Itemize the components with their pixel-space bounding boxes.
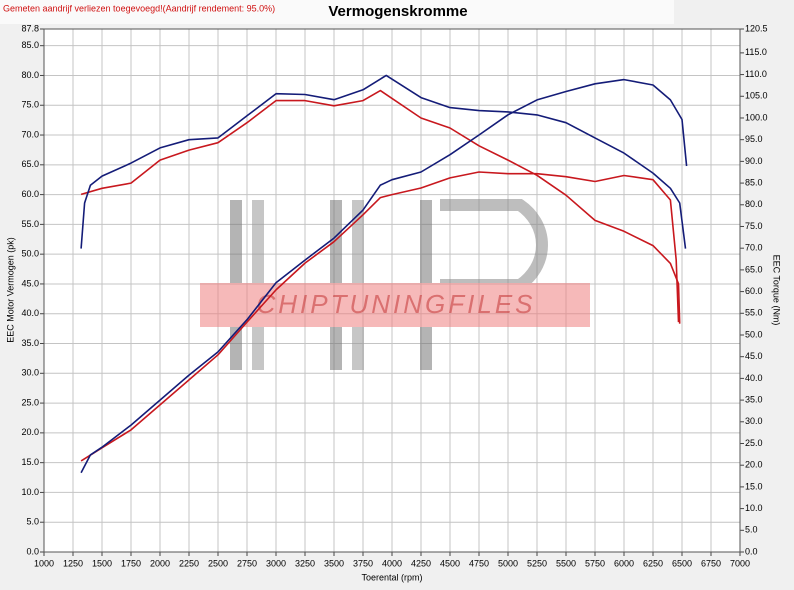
y-tick-label: 70.0	[21, 129, 39, 139]
chart-title: Vermogenskromme	[328, 3, 467, 20]
y2-tick-label: 0.0	[745, 546, 758, 556]
x-tick-label: 1000	[34, 558, 54, 568]
watermark-logo	[200, 199, 590, 370]
y2-tick-label: 15.0	[745, 481, 763, 491]
x-tick-label: 2500	[208, 558, 228, 568]
series-line	[80, 89, 681, 324]
series-line	[80, 74, 687, 249]
x-tick-label: 1500	[92, 558, 112, 568]
y-tick-label: 45.0	[21, 278, 39, 288]
x-tick-label: 1250	[63, 558, 83, 568]
x-tick-label: 4750	[469, 558, 489, 568]
y-tick-label: 5.0	[26, 517, 39, 527]
y-tick-label: 20.0	[21, 427, 39, 437]
y2-tick-label: 110.0	[745, 69, 767, 79]
y2-tick-label: 10.0	[745, 503, 763, 513]
x-tick-label: 3750	[353, 558, 373, 568]
y2-tick-label: 105.0	[745, 91, 768, 101]
y2-tick-label: 30.0	[745, 416, 763, 426]
y2-tick-label: 100.0	[745, 112, 768, 122]
y2-tick-label: 80.0	[745, 199, 763, 209]
x-tick-label: 2750	[237, 558, 257, 568]
y-tick-label: 10.0	[21, 487, 39, 497]
y2-tick-label: 35.0	[745, 394, 763, 404]
y2-tick-label: 85.0	[745, 177, 763, 187]
y2-tick-label: 90.0	[745, 156, 763, 166]
y2-tick-label: 25.0	[745, 438, 763, 448]
y-tick-label: 80.0	[21, 70, 39, 80]
x-tick-label: 3500	[324, 558, 344, 568]
plot-frame	[43, 28, 741, 553]
x-tick-label: 2250	[179, 558, 199, 568]
y2-tick-label: 40.0	[745, 373, 763, 383]
x-tick-label: 5750	[585, 558, 605, 568]
y2-tick-label: 45.0	[745, 351, 763, 361]
y2-tick-label: 70.0	[745, 243, 763, 253]
x-tick-label: 6750	[701, 558, 721, 568]
series-line	[80, 78, 688, 474]
y-tick-label: 65.0	[21, 159, 39, 169]
series-line	[80, 171, 680, 462]
x-tick-label: 6250	[643, 558, 663, 568]
y-tick-label: 85.0	[21, 40, 39, 50]
x-tick-label: 4500	[440, 558, 460, 568]
x-tick-label: 5250	[527, 558, 547, 568]
watermark-text: CHIPTUNINGFILES	[256, 289, 535, 319]
y-tick-label: 25.0	[21, 397, 39, 407]
x-tick-label: 7000	[730, 558, 750, 568]
y2-tick-label: 5.0	[745, 525, 758, 535]
y2-tick-label: 95.0	[745, 134, 763, 144]
x-tick-label: 6000	[614, 558, 634, 568]
y-tick-label: 40.0	[21, 308, 39, 318]
y-tick-label: 30.0	[21, 368, 39, 378]
y-tick-label: 60.0	[21, 189, 39, 199]
y2-tick-label: 55.0	[745, 308, 763, 318]
y-tick-label: 35.0	[21, 338, 39, 348]
y-tick-label: 87.8	[21, 23, 39, 33]
x-tick-label: 3250	[295, 558, 315, 568]
x-tick-label: 4250	[411, 558, 431, 568]
y2-tick-label: 20.0	[745, 460, 763, 470]
y2-tick-label: 120.5	[745, 23, 768, 33]
x-axis-label: Toerental (rpm)	[361, 572, 422, 582]
y-tick-label: 75.0	[21, 100, 39, 110]
y-tick-label: 15.0	[21, 457, 39, 467]
y2-tick-label: 60.0	[745, 286, 763, 296]
subtitle: Gemeten aandrijf verliezen toegevoegd!(A…	[3, 3, 275, 13]
title-bar	[0, 0, 674, 24]
y2-tick-label: 115.0	[745, 47, 767, 57]
x-tick-label: 4000	[382, 558, 402, 568]
y2-axis-label: EEC Torque (Nm)	[772, 255, 782, 326]
x-tick-label: 5500	[556, 558, 576, 568]
y2-tick-label: 75.0	[745, 221, 763, 231]
x-tick-label: 6500	[672, 558, 692, 568]
y-tick-label: 55.0	[21, 219, 39, 229]
y-axis-label: EEC Motor Vermogen (pk)	[5, 237, 15, 343]
x-tick-label: 1750	[121, 558, 141, 568]
y2-tick-label: 65.0	[745, 264, 763, 274]
y-tick-label: 50.0	[21, 249, 39, 259]
watermark-band	[200, 283, 590, 327]
logo-curve	[440, 199, 548, 291]
x-tick-label: 3000	[266, 558, 286, 568]
y-tick-label: 0.0	[26, 546, 39, 556]
x-tick-label: 5000	[498, 558, 518, 568]
x-tick-label: 2000	[150, 558, 170, 568]
y2-tick-label: 50.0	[745, 329, 763, 339]
